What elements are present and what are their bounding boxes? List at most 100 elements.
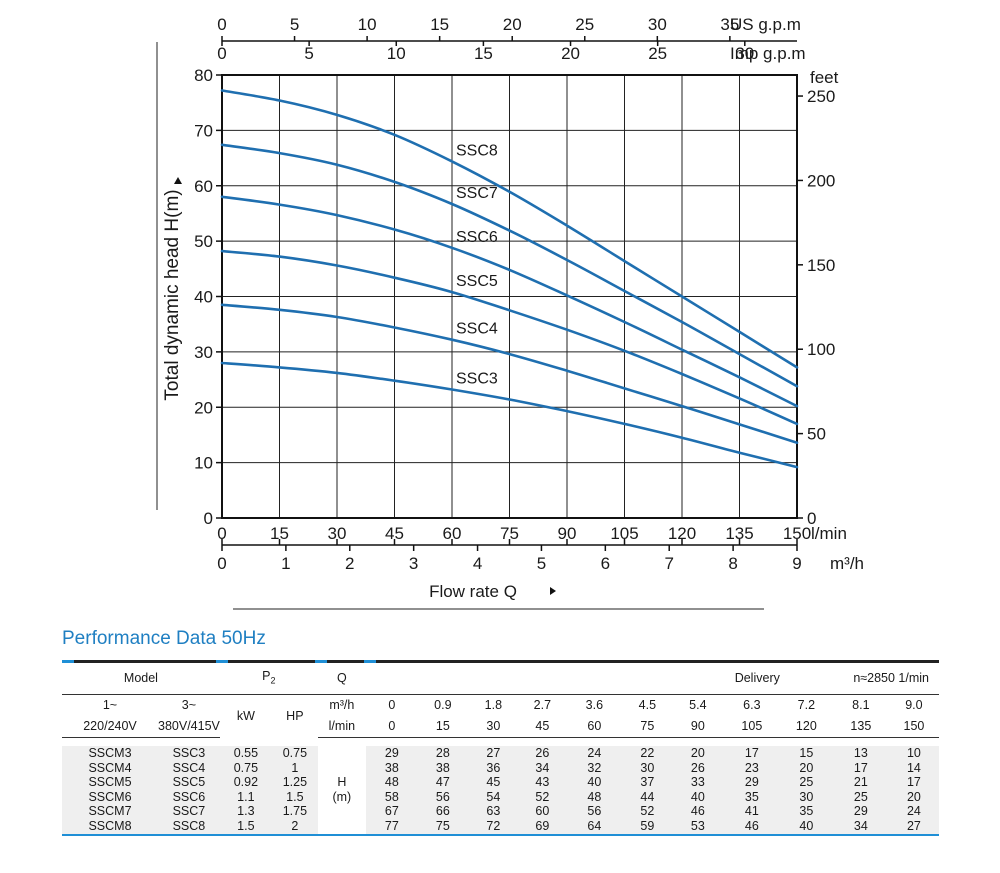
model-single-phase: SSCM6 xyxy=(62,789,158,805)
y-tick-label: 20 xyxy=(194,398,213,417)
header-speed: n≈2850 1/min xyxy=(779,663,939,695)
head-label-cell: (m) xyxy=(317,789,366,805)
head-value: 32 xyxy=(565,760,623,776)
m3h-tick-label: 5 xyxy=(537,554,546,573)
lmin-value: 15 xyxy=(417,716,468,738)
head-value: 29 xyxy=(365,746,418,761)
head-value: 53 xyxy=(671,818,724,836)
table-subheader-row: 220/240V 380V/415V l/min 0 15 30 45 60 7… xyxy=(62,716,939,738)
model-single-phase: SSCM5 xyxy=(62,775,158,790)
curve-label-ssc8: SSC8 xyxy=(456,142,498,159)
model-three-phase: SSC5 xyxy=(158,775,220,790)
head-value: 47 xyxy=(417,775,468,790)
power-kw: 1.3 xyxy=(219,804,272,819)
usgpm-tick-label: 10 xyxy=(358,15,377,34)
head-value: 17 xyxy=(723,746,780,761)
y-tick-label: 10 xyxy=(194,454,213,473)
curve-ssc4 xyxy=(220,303,799,444)
head-value: 17 xyxy=(832,760,889,776)
head-value: 58 xyxy=(365,789,418,805)
lmin-value: 135 xyxy=(832,716,889,738)
head-value: 34 xyxy=(518,760,566,776)
lmin-value: 45 xyxy=(518,716,566,738)
m3h-tick-label: 1 xyxy=(281,554,290,573)
head-value: 40 xyxy=(779,818,833,836)
lmin-tick-label: 0 xyxy=(217,524,226,543)
head-value: 17 xyxy=(888,775,939,790)
performance-table: Model P2 Q Delivery n≈2850 1/min 1~ 3~ k… xyxy=(62,663,939,836)
lmin-value: 105 xyxy=(723,716,780,738)
head-label-cell xyxy=(317,804,366,819)
head-value: 10 xyxy=(888,746,939,761)
m3h-value: 7.2 xyxy=(797,698,816,713)
table-row: SSCM4 SSC4 0.75 1 38 38 36 34 32 30 26 23 20 17 14 xyxy=(62,760,939,776)
m3h-value: 1.8 xyxy=(484,698,503,713)
head-value: 27 xyxy=(888,818,939,836)
head-label-cell xyxy=(317,760,366,776)
head-value: 29 xyxy=(723,775,780,790)
curve-label-ssc3: SSC3 xyxy=(456,371,498,388)
curve-ssc5 xyxy=(220,249,799,426)
usgpm-tick-label: 20 xyxy=(503,15,522,34)
table-row: SSCM8 SSC8 1.5 2 77 75 72 69 64 59 53 46 40 34 27 xyxy=(62,818,939,836)
curve-ssc8 xyxy=(220,89,799,369)
usgpm-tick-label: 35 xyxy=(720,15,739,34)
head-value: 25 xyxy=(832,789,889,805)
power-hp: 1.25 xyxy=(271,775,318,790)
head-value: 38 xyxy=(365,760,418,776)
head-value: 35 xyxy=(723,789,780,805)
power-kw: 1.1 xyxy=(219,789,272,805)
head-value: 52 xyxy=(518,789,566,805)
lmin-value: 30 xyxy=(467,716,519,738)
title-rule-accent xyxy=(62,660,74,663)
head-value: 38 xyxy=(417,760,468,776)
head-value: 63 xyxy=(467,804,519,819)
model-three-phase: SSC7 xyxy=(158,804,220,819)
head-value: 35 xyxy=(779,804,833,819)
power-hp: 1.75 xyxy=(271,804,318,819)
y-tick-label: 60 xyxy=(194,177,213,196)
head-value: 21 xyxy=(832,775,889,790)
head-value: 46 xyxy=(723,818,780,836)
power-kw: 0.92 xyxy=(219,775,272,790)
curve-ssc6 xyxy=(220,195,799,408)
lmin-value: 90 xyxy=(671,716,724,738)
feet-tick-label: 0 xyxy=(807,509,816,528)
m3h-value: 8.1 xyxy=(852,698,870,713)
feet-tick-label: 150 xyxy=(807,256,835,275)
m3h-tick-label: 3 xyxy=(409,554,418,573)
header-p2: P2 xyxy=(219,663,318,695)
header-lmin: l/min xyxy=(317,716,366,738)
head-value: 15 xyxy=(779,746,833,761)
power-kw: 0.55 xyxy=(219,746,272,761)
head-value: 30 xyxy=(779,789,833,805)
head-value: 59 xyxy=(622,818,672,836)
lmin-value: 75 xyxy=(622,716,672,738)
model-three-phase: SSC3 xyxy=(158,746,220,761)
table-header-row: Model P2 Q Delivery n≈2850 1/min xyxy=(62,663,939,695)
m3h-tick-label: 8 xyxy=(728,554,737,573)
head-value: 13 xyxy=(832,746,889,761)
head-value: 33 xyxy=(671,775,724,790)
y-axis-title-arrow xyxy=(174,177,182,184)
m3h-tick-label: 0 xyxy=(217,554,226,573)
m3h-tick-label: 6 xyxy=(601,554,610,573)
usgpm-tick-label: 25 xyxy=(575,15,594,34)
header-model: Model xyxy=(62,663,220,695)
head-value: 14 xyxy=(888,760,939,776)
m3h-value: 3.6 xyxy=(585,698,604,713)
chart-axes xyxy=(156,36,803,610)
head-value: 24 xyxy=(565,746,623,761)
header-q: Q xyxy=(317,663,366,695)
m3h-tick-label: 2 xyxy=(345,554,354,573)
head-value: 22 xyxy=(622,746,672,761)
head-value: 40 xyxy=(671,789,724,805)
y-tick-label: 40 xyxy=(194,288,213,307)
head-value: 46 xyxy=(671,804,724,819)
m3h-value: 2.7 xyxy=(533,698,552,713)
title-rule-accent xyxy=(364,660,376,663)
head-value: 37 xyxy=(622,775,672,790)
chart-grid xyxy=(222,75,798,518)
head-value: 20 xyxy=(779,760,833,776)
